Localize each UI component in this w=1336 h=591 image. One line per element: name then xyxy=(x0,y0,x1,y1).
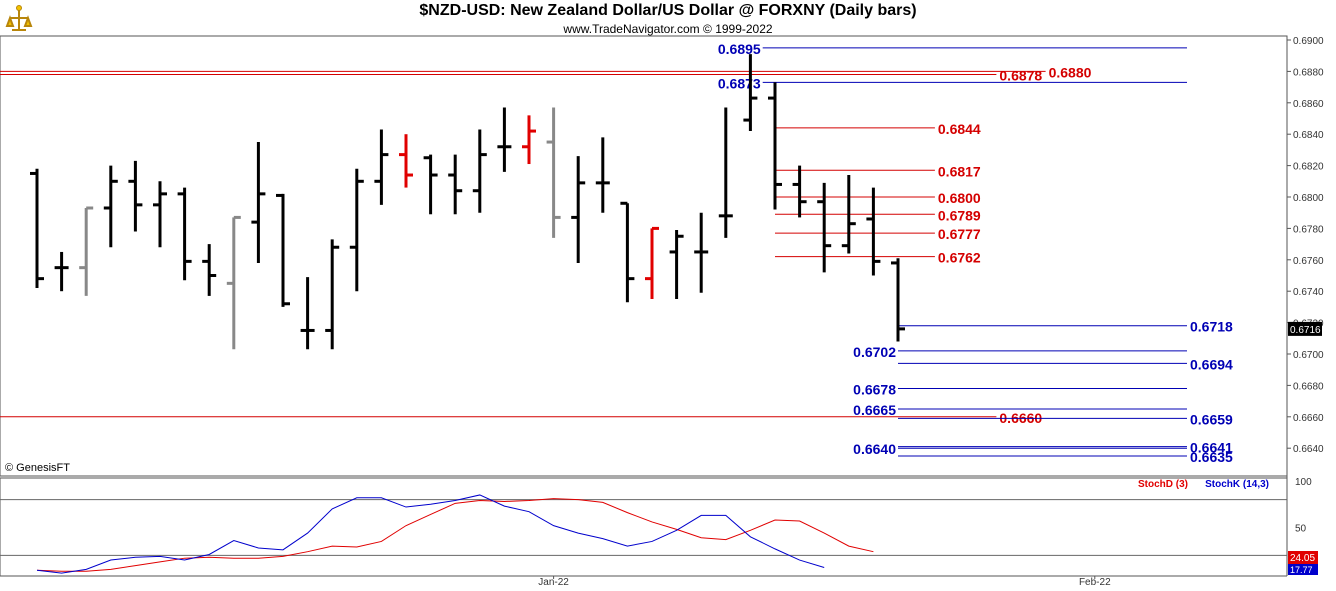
level-label: 0.6635 xyxy=(1190,449,1233,465)
level-label: 0.6718 xyxy=(1190,319,1233,335)
level-label: 0.6880 xyxy=(1049,64,1092,80)
y-tick-label: 0.6680 xyxy=(1293,381,1324,392)
chart-subtitle: www.TradeNavigator.com © 1999-2022 xyxy=(563,22,773,36)
level-label: 0.6895 xyxy=(718,41,761,57)
tradenavigator-logo-icon xyxy=(4,4,34,39)
level-label: 0.6641 xyxy=(1190,440,1233,456)
y-tick-label: 0.6780 xyxy=(1293,224,1324,235)
level-label: 0.6694 xyxy=(1190,356,1233,372)
last-price-label: 0.6716 xyxy=(1290,325,1321,336)
y-tick-label: 0.6700 xyxy=(1293,350,1324,361)
level-label: 0.6873 xyxy=(718,75,761,91)
y-tick-label: 0.6660 xyxy=(1293,413,1324,424)
legend-stochd: StochD (3) xyxy=(1138,479,1188,490)
x-tick-label: Feb-22 xyxy=(1079,577,1111,588)
price-panel xyxy=(0,35,1288,477)
level-label: 0.6800 xyxy=(938,190,981,206)
last-price-tag xyxy=(1288,321,1322,336)
level-label: 0.6659 xyxy=(1190,411,1233,427)
level-label: 0.6817 xyxy=(938,163,981,179)
stochd-last-label: 24.05 xyxy=(1290,553,1315,564)
x-tick-label: Jan-22 xyxy=(538,577,569,588)
level-label: 0.6702 xyxy=(853,344,896,360)
y-tick-label: 0.6840 xyxy=(1293,130,1324,141)
stochd-last-tag xyxy=(1288,551,1318,564)
axis-background xyxy=(1287,36,1336,591)
stochk-last-tag xyxy=(1288,564,1318,575)
stoch-tick-label: 100 xyxy=(1295,477,1312,488)
y-tick-label: 0.6760 xyxy=(1293,256,1324,267)
chart-title: $NZD-USD: New Zealand Dollar/US Dollar @… xyxy=(419,2,917,19)
y-tick-label: 0.6860 xyxy=(1293,99,1324,110)
legend-stochk: StochK (14,3) xyxy=(1205,479,1269,490)
level-label: 0.6878 xyxy=(999,68,1042,84)
level-label: 0.6844 xyxy=(938,121,981,137)
y-tick-label: 0.6900 xyxy=(1293,36,1324,47)
level-label: 0.6777 xyxy=(938,226,981,242)
copyright-text: © GenesisFT xyxy=(5,462,70,474)
level-label: 0.6762 xyxy=(938,250,981,266)
y-tick-label: 0.6820 xyxy=(1293,162,1324,173)
stochk-line xyxy=(36,494,825,574)
level-label: 0.6660 xyxy=(999,410,1042,426)
level-label: 0.6678 xyxy=(853,382,896,398)
level-label: 0.6789 xyxy=(938,207,981,223)
stochastic-panel xyxy=(0,477,1288,577)
stoch-tick-label: 50 xyxy=(1295,524,1307,535)
y-tick-label: 0.6640 xyxy=(1293,444,1324,455)
level-label: 0.6640 xyxy=(853,441,896,457)
stochd-line xyxy=(36,498,874,572)
level-label: 0.6665 xyxy=(853,402,896,418)
y-tick-label: 0.6740 xyxy=(1293,287,1324,298)
y-tick-label: 0.6880 xyxy=(1293,67,1324,78)
y-tick-label: 0.6800 xyxy=(1293,193,1324,204)
stochk-last-label: 17.77 xyxy=(1290,565,1313,575)
